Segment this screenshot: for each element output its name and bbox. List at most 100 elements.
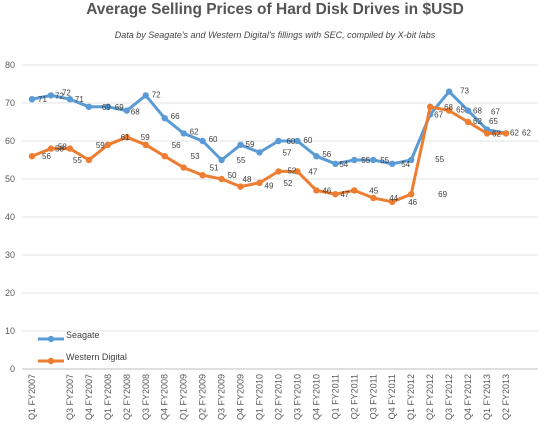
data-label-western-digital: 62	[492, 129, 501, 138]
data-point-seagate	[332, 160, 339, 167]
data-label-western-digital: 49	[265, 182, 274, 191]
x-axis: Q1 FY2007 Q3 FY2007 Q4 FY2007 Q1 FY2008 Q2 F…	[27, 374, 511, 420]
data-point-western-digital	[294, 168, 301, 175]
data-point-western-digital	[408, 191, 415, 198]
data-label-seagate: 60	[209, 135, 218, 144]
data-label-seagate: 69	[102, 103, 111, 112]
legend-label-western-digital: Western Digital	[66, 352, 127, 362]
x-tick-label: Q3 FY2007	[65, 374, 75, 420]
data-point-seagate	[218, 156, 225, 164]
x-tick-label: Q3 FY2008	[141, 374, 151, 420]
data-label-western-digital: 58	[55, 145, 64, 154]
data-point-seagate	[66, 96, 74, 103]
x-tick-label: Q1 FY2008	[103, 374, 113, 420]
x-tick-label: Q1 FY2009	[179, 374, 189, 420]
data-label-seagate: 54	[339, 160, 348, 169]
x-tick-label: Q1 FY2013	[482, 374, 492, 420]
data-label-seagate: 60	[286, 137, 295, 146]
x-tick-label: Q2 FY2009	[198, 374, 208, 420]
data-point-western-digital	[237, 183, 244, 190]
data-point-western-digital	[370, 194, 377, 202]
x-tick-label: Q1 FY2010	[255, 374, 265, 420]
data-label-seagate: 55	[361, 156, 370, 165]
data-label-western-digital: 56	[42, 152, 51, 161]
data-label-western-digital: 47	[340, 190, 349, 199]
data-point-western-digital	[104, 141, 112, 148]
data-point-seagate	[85, 103, 93, 111]
data-label-western-digital: 46	[322, 186, 331, 195]
data-label-seagate: 67	[434, 110, 443, 119]
data-point-seagate	[142, 92, 149, 99]
y-axis: 0 10 20 30 40 50 60 70 80	[5, 60, 15, 374]
data-point-western-digital	[28, 153, 36, 160]
x-tick-label: Q4 FY2012	[463, 374, 473, 420]
data-label-seagate: 71	[75, 95, 84, 104]
data-point-western-digital	[389, 198, 396, 205]
x-tick-label: Q2 FY2013	[501, 374, 511, 420]
y-tick-label: 70	[5, 98, 15, 108]
x-tick-label: Q1 FY2012	[406, 374, 416, 420]
x-tick-label: Q2 FY2012	[425, 374, 435, 420]
data-label-western-digital: 69	[438, 190, 447, 199]
data-label-seagate: 62	[190, 127, 199, 136]
y-tick-label: 0	[10, 364, 15, 374]
data-point-western-digital	[426, 103, 434, 111]
data-point-western-digital	[275, 168, 282, 175]
chart-title: Average Selling Prices of Hard Disk Driv…	[86, 1, 464, 18]
data-point-seagate	[313, 153, 320, 160]
data-point-seagate	[199, 137, 206, 145]
x-tick-label: Q2 FY2008	[122, 374, 132, 420]
data-point-seagate	[256, 149, 263, 156]
data-point-western-digital	[66, 145, 74, 152]
data-point-seagate	[445, 88, 453, 95]
data-label-western-digital: 53	[191, 152, 200, 161]
x-tick-label: Q2 FY2010	[273, 374, 283, 420]
legend-label-seagate: Seagate	[66, 330, 100, 340]
data-label-seagate: 67	[491, 107, 500, 116]
legend: Seagate Western Digital	[38, 330, 127, 365]
data-label-seagate: 68	[131, 108, 140, 117]
data-point-seagate	[370, 156, 377, 164]
y-tick-label: 10	[5, 326, 15, 336]
series	[28, 88, 510, 205]
legend-marker-western-digital	[47, 357, 55, 365]
data-point-western-digital	[483, 130, 491, 137]
data-label-western-digital: 45	[369, 186, 378, 195]
data-point-seagate	[47, 92, 55, 99]
x-tick-label: Q1 FY2011	[330, 374, 340, 419]
data-label-seagate: 66	[171, 112, 180, 121]
data-label-seagate: 55	[237, 156, 246, 165]
data-point-seagate	[123, 107, 130, 114]
data-point-western-digital	[199, 172, 206, 179]
data-point-western-digital	[180, 164, 187, 171]
data-label-western-digital: 48	[243, 175, 252, 184]
x-tick-label: Q1 FY2007	[27, 374, 37, 420]
data-point-western-digital	[502, 130, 510, 137]
y-tick-label: 60	[5, 136, 15, 146]
data-label-western-digital: 44	[389, 194, 398, 203]
data-label-western-digital: 52	[283, 179, 292, 188]
y-tick-label: 80	[5, 60, 15, 70]
x-tick-label: Q4 FY2010	[311, 374, 321, 420]
data-point-western-digital	[445, 107, 453, 114]
data-label-western-digital: 51	[210, 164, 219, 173]
data-label-western-digital: 59	[141, 133, 150, 142]
data-label-seagate: 72	[152, 90, 161, 99]
data-label-western-digital: 46	[408, 198, 417, 207]
legend-marker-seagate	[47, 335, 55, 343]
data-label-seagate: 69	[115, 103, 124, 112]
x-tick-label: Q3 FY2009	[217, 374, 227, 420]
data-label-seagate: 54	[401, 160, 410, 169]
data-label-seagate: 65	[489, 117, 498, 126]
x-tick-label: Q2 FY2011	[349, 374, 359, 419]
data-point-western-digital	[142, 141, 149, 148]
data-point-seagate	[275, 137, 282, 145]
data-point-seagate	[104, 103, 112, 111]
data-label-seagate: 55	[380, 156, 389, 165]
data-point-western-digital	[123, 134, 130, 141]
data-point-seagate	[237, 141, 244, 148]
data-label-western-digital: 55	[73, 156, 82, 165]
data-point-western-digital	[351, 187, 358, 194]
data-label-seagate: 60	[303, 136, 312, 145]
